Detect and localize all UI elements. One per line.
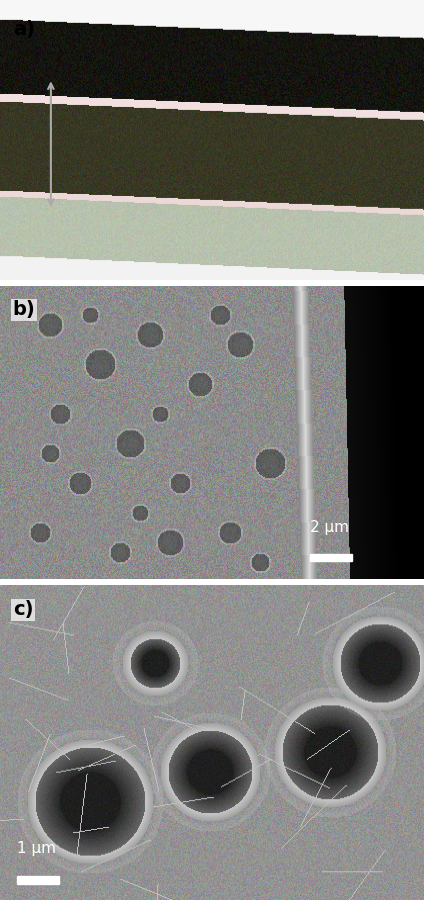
Text: 2 μm: 2 μm [310,520,349,535]
Bar [17,877,59,884]
Text: a): a) [13,20,35,39]
Text: c): c) [13,600,33,619]
Text: b): b) [13,301,36,320]
Text: 1 μm: 1 μm [17,841,56,856]
Bar [310,554,352,562]
